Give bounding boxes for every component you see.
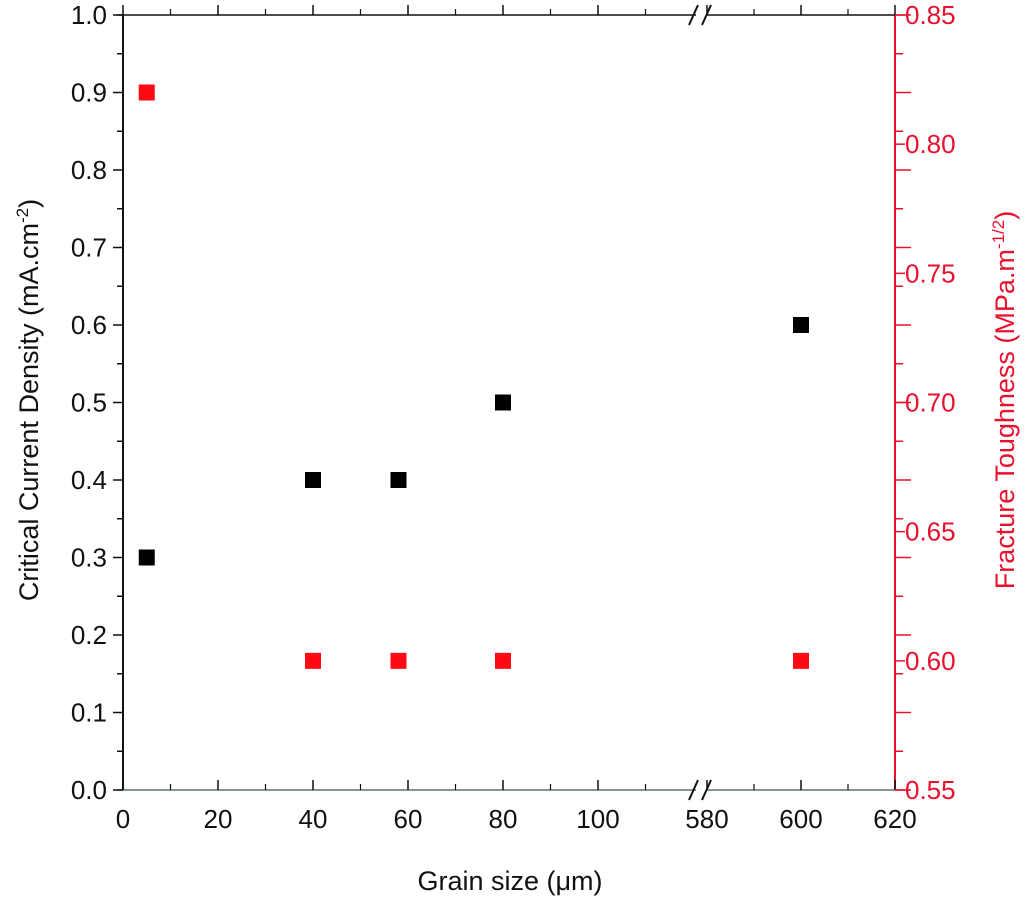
axis-break-mark (688, 4, 699, 26)
x-tick-label: 20 (204, 804, 233, 834)
y2-tick-label: 0.75 (905, 258, 956, 288)
y-tick-label: 0.4 (71, 465, 107, 495)
fracture-toughness-marker (495, 652, 511, 669)
fracture-toughness-marker (390, 652, 407, 669)
y-axis-title-end: ) (14, 199, 44, 208)
x-tick-label: 0 (116, 804, 130, 834)
y-axis-title: Critical Current Density (mA.cm-2) (13, 199, 44, 601)
x-tick-label: 60 (394, 804, 423, 834)
y-tick-label: 0.2 (71, 620, 107, 650)
y-tick-label: 0.8 (71, 155, 107, 185)
x-tick-label: 100 (576, 804, 619, 834)
y-tick-label: 0.6 (71, 310, 107, 340)
y-tick-label: 0.5 (71, 388, 107, 418)
y2-axis-title-end: ) (990, 211, 1020, 220)
current-density-marker (138, 549, 155, 566)
y-axis-title-sup: -2 (13, 208, 32, 223)
x-tick-label: 580 (685, 804, 728, 834)
y-tick-label: 0.9 (71, 78, 107, 108)
current-density-marker (390, 472, 407, 488)
y2-axis-title-sup: -1/2 (989, 220, 1008, 249)
y2-tick-label: 0.60 (905, 646, 956, 676)
y2-tick-label: 0.55 (905, 775, 956, 805)
tick-labels: 0 20 40 60 80 100 580 600 620 0.0 0.1 0.2 0.3 0.4 0.5 0… (71, 0, 956, 834)
x-tick-label: 80 (489, 804, 518, 834)
y2-axis-title: Fracture Toughness (MPa.m-1/2) (989, 211, 1020, 589)
y-tick-label: 0.7 (71, 233, 107, 263)
y-tick-label: 0.1 (71, 698, 107, 728)
current-density-marker (495, 394, 511, 411)
axis-break-mark (688, 779, 699, 801)
x-tick-label: 620 (873, 804, 916, 834)
fracture-toughness-marker (793, 652, 809, 669)
fracture-toughness-marker (138, 84, 155, 101)
y2-tick-label: 0.65 (905, 517, 956, 547)
x-tick-label: 600 (779, 804, 822, 834)
data-points (138, 84, 809, 669)
x-tick-label: 40 (299, 804, 328, 834)
y2-axis-title-main: Fracture Toughness (MPa.m (990, 249, 1020, 589)
y2-tick-label: 0.85 (905, 0, 956, 30)
y2-tick-label: 0.70 (905, 388, 956, 418)
axis-ticks (113, 5, 911, 791)
y-tick-label: 0.3 (71, 543, 107, 573)
y2-tick-label: 0.80 (905, 129, 956, 159)
y-axis-title-main: Critical Current Density (mA.cm (14, 223, 44, 601)
y-tick-label: 1.0 (71, 0, 107, 30)
current-density-marker (305, 472, 321, 488)
y-tick-label: 0.0 (71, 775, 107, 805)
fracture-toughness-marker (305, 652, 321, 669)
x-axis-title: Grain size (μm) (417, 866, 602, 896)
current-density-marker (793, 317, 809, 333)
